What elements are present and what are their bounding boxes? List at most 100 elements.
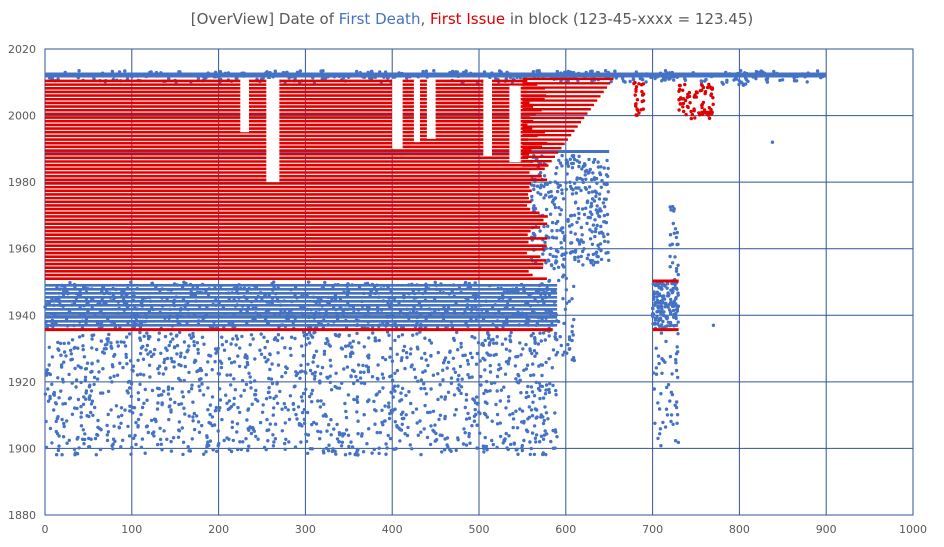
first-death-point	[593, 234, 597, 239]
first-death-point	[580, 177, 585, 182]
first-death-point	[240, 379, 245, 383]
first-death-point	[425, 75, 429, 79]
first-death-point	[182, 378, 186, 383]
first-death-point	[293, 76, 297, 81]
first-death-point	[555, 166, 559, 170]
first-death-point	[559, 241, 563, 245]
first-death-point	[429, 341, 434, 345]
first-death-point	[62, 424, 66, 429]
first-death-point	[654, 346, 658, 350]
first-issue-point	[692, 95, 696, 99]
first-death-point	[417, 300, 421, 304]
title-first-issue: First Issue	[430, 10, 506, 28]
first-death-point	[175, 352, 179, 356]
first-death-point	[223, 312, 227, 316]
first-death-point	[311, 295, 316, 299]
first-death-point	[674, 316, 678, 321]
first-death-point	[119, 340, 123, 344]
first-death-point	[457, 286, 462, 290]
first-death-point	[117, 306, 121, 311]
first-death-point	[307, 341, 312, 345]
first-death-point	[125, 301, 129, 305]
first-death-point	[469, 316, 473, 321]
first-death-point	[392, 296, 397, 301]
first-death-point	[574, 248, 578, 253]
first-death-point	[59, 365, 64, 369]
first-death-point	[587, 157, 591, 162]
first-death-point	[552, 202, 556, 207]
first-death-point	[598, 172, 603, 177]
first-death-point	[674, 368, 679, 373]
first-death-point	[344, 354, 348, 359]
first-death-point	[367, 76, 372, 80]
first-death-point	[512, 313, 516, 317]
first-death-point	[64, 318, 69, 322]
first-death-point	[338, 298, 343, 302]
first-death-point	[553, 446, 557, 450]
x-tick-label: 300	[295, 523, 316, 536]
first-death-point	[582, 212, 587, 217]
first-death-point	[391, 387, 395, 391]
first-death-point	[306, 362, 310, 366]
first-death-point	[675, 230, 679, 235]
first-death-point	[530, 390, 535, 394]
first-issue-point	[677, 83, 682, 88]
first-death-point	[270, 381, 275, 386]
first-death-point	[185, 350, 189, 354]
first-death-point	[135, 373, 140, 377]
first-death-point	[106, 339, 110, 343]
first-death-point	[516, 289, 520, 293]
first-death-point	[160, 401, 164, 405]
first-death-point	[389, 290, 393, 294]
first-death-point	[389, 346, 393, 351]
first-death-point	[76, 346, 80, 350]
first-death-point	[342, 290, 346, 294]
first-death-point	[397, 71, 401, 75]
first-death-point	[653, 283, 658, 288]
first-death-point	[590, 178, 594, 182]
first-issue-point	[681, 88, 685, 93]
first-death-point	[158, 437, 163, 442]
first-death-point	[272, 280, 276, 284]
first-death-point	[579, 254, 583, 259]
first-death-point	[456, 436, 460, 440]
first-death-point	[600, 178, 604, 183]
first-death-point	[568, 180, 572, 184]
first-death-point	[191, 331, 195, 336]
first-death-point	[672, 231, 676, 235]
first-death-point	[503, 372, 508, 376]
first-death-point	[178, 330, 182, 335]
first-death-point	[127, 73, 131, 77]
first-death-point	[502, 290, 506, 294]
first-death-point	[488, 370, 493, 374]
first-death-point	[317, 307, 322, 312]
first-death-point	[669, 300, 673, 305]
first-death-point	[505, 305, 509, 309]
first-death-point	[95, 347, 99, 352]
first-death-point	[433, 423, 437, 427]
first-death-point	[113, 325, 118, 329]
first-death-point	[741, 82, 745, 86]
first-death-point	[169, 356, 173, 361]
first-death-point	[514, 355, 518, 359]
first-death-point	[231, 325, 235, 329]
first-death-point	[413, 291, 417, 296]
first-death-point	[177, 420, 182, 424]
first-death-point	[542, 174, 547, 178]
first-death-point	[670, 281, 675, 286]
first-death-point	[295, 371, 300, 376]
first-death-point	[343, 307, 348, 311]
first-death-point	[365, 305, 370, 309]
first-death-point	[560, 164, 564, 168]
first-death-point	[61, 402, 65, 406]
first-death-point	[534, 440, 538, 444]
first-death-point	[412, 296, 416, 300]
first-death-point	[562, 257, 566, 261]
first-death-point	[658, 427, 663, 431]
first-death-point	[499, 286, 503, 291]
first-death-point	[424, 358, 428, 362]
first-death-point	[483, 412, 488, 417]
first-death-point	[144, 296, 148, 300]
first-death-point	[144, 312, 148, 317]
first-death-point	[528, 440, 532, 444]
